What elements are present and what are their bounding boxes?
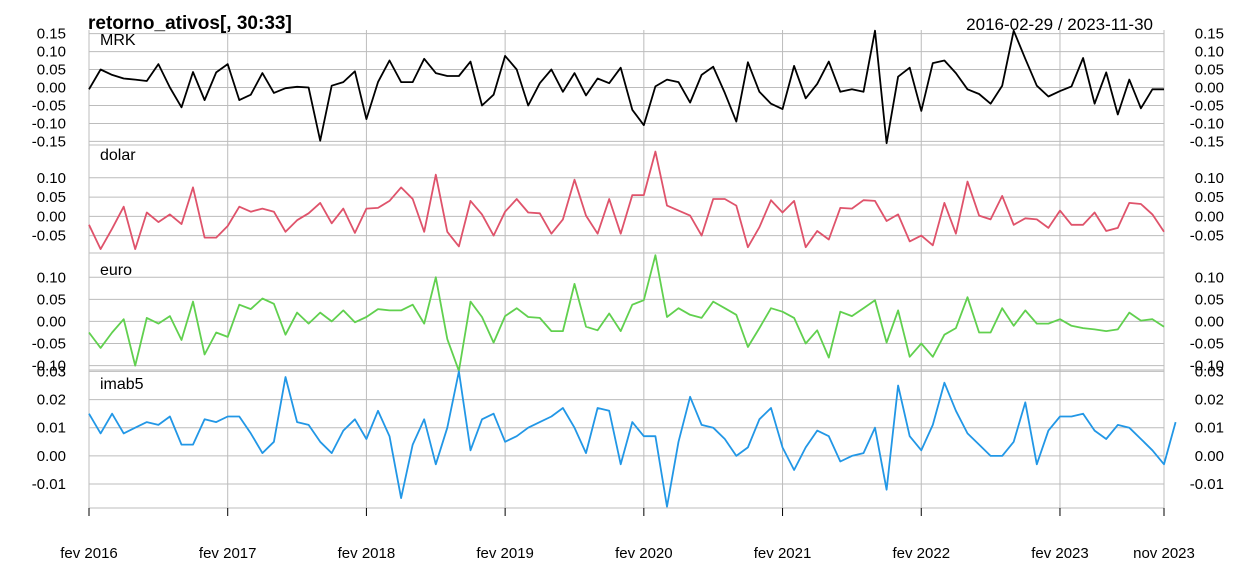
y-tick-label-right: -0.10 — [1190, 115, 1224, 132]
y-tick-label-left: 0.05 — [37, 189, 66, 206]
y-tick-label-right: -0.05 — [1190, 228, 1224, 245]
x-tick-label: fev 2020 — [615, 545, 673, 562]
y-tick-label-left: 0.00 — [37, 208, 66, 225]
y-tick-label-left: -0.15 — [32, 133, 66, 150]
y-tick-label-left: -0.01 — [32, 476, 66, 493]
x-tick-label: fev 2023 — [1031, 545, 1089, 562]
series-line-euro — [88, 254, 1165, 372]
y-tick-label-right: 0.00 — [1195, 313, 1224, 330]
series-label-euro: euro — [100, 262, 132, 279]
series-label-imab5: imab5 — [100, 376, 144, 393]
x-tick-label: fev 2018 — [338, 545, 396, 562]
y-tick-label-right: 0.10 — [1195, 170, 1224, 187]
y-tick-label-right: 0.03 — [1195, 363, 1224, 380]
y-tick-label-right: 0.00 — [1195, 208, 1224, 225]
series-layer — [88, 29, 1177, 508]
date-range-label: 2016-02-29 / 2023-11-30 — [966, 15, 1153, 34]
y-tick-label-left: 0.00 — [37, 313, 66, 330]
y-tick-label-right: 0.00 — [1195, 448, 1224, 465]
y-tick-label-right: -0.05 — [1190, 97, 1224, 114]
y-tick-label-right: 0.05 — [1195, 291, 1224, 308]
series-line-MRK — [88, 29, 1164, 145]
y-tick-label-right: 0.10 — [1195, 269, 1224, 286]
y-tick-label-right: 0.01 — [1195, 420, 1224, 437]
chart-title: retorno_ativos[, 30:33] — [88, 13, 292, 34]
y-tick-label-left: 0.00 — [37, 448, 66, 465]
y-tick-label-left: 0.05 — [37, 291, 66, 308]
y-tick-label-left: -0.05 — [32, 228, 66, 245]
x-tick-label: fev 2017 — [199, 545, 257, 562]
y-tick-label-right: 0.05 — [1195, 62, 1224, 79]
y-tick-label-left: 0.15 — [37, 26, 66, 43]
y-tick-label-left: -0.10 — [32, 115, 66, 132]
y-tick-label-right: -0.05 — [1190, 336, 1224, 353]
y-tick-label-left: 0.03 — [37, 363, 66, 380]
y-tick-label-left: 0.01 — [37, 420, 66, 437]
series-line-dolar — [88, 150, 1165, 251]
series-label-MRK: MRK — [100, 32, 136, 49]
y-tick-label-left: 0.05 — [37, 62, 66, 79]
series-label-dolar: dolar — [100, 147, 136, 164]
y-tick-label-left: -0.10 — [32, 358, 66, 375]
y-tick-label-left: 0.02 — [37, 392, 66, 409]
x-tick-label: fev 2022 — [892, 545, 950, 562]
y-tick-label-left: 0.00 — [37, 80, 66, 97]
y-tick-label-right: -0.01 — [1190, 476, 1224, 493]
y-tick-label-right: 0.10 — [1195, 44, 1224, 61]
x-tick-label: fev 2021 — [754, 545, 812, 562]
x-tick-label: fev 2019 — [476, 545, 534, 562]
y-tick-label-left: 0.10 — [37, 269, 66, 286]
y-tick-label-right: 0.05 — [1195, 189, 1224, 206]
y-tick-label-left: 0.10 — [37, 170, 66, 187]
y-tick-label-right: -0.15 — [1190, 133, 1224, 150]
grid-layer — [88, 30, 1165, 509]
axis-layer: fev 2016 fev 2017 fev 2018 fev 2019 fev 2020… — [32, 26, 1224, 562]
y-tick-label-left: 0.10 — [37, 44, 66, 61]
x-tick-label: nov 2023 — [1133, 545, 1195, 562]
y-tick-label-right: 0.02 — [1195, 392, 1224, 409]
y-tick-label-right: 0.15 — [1195, 26, 1224, 43]
series-line-imab5 — [88, 370, 1177, 508]
x-tick-label: fev 2016 — [60, 545, 118, 562]
y-tick-label-right: 0.00 — [1195, 80, 1224, 97]
y-tick-label-left: -0.05 — [32, 336, 66, 353]
y-tick-label-left: -0.05 — [32, 97, 66, 114]
y-tick-label-right: -0.10 — [1190, 358, 1224, 375]
